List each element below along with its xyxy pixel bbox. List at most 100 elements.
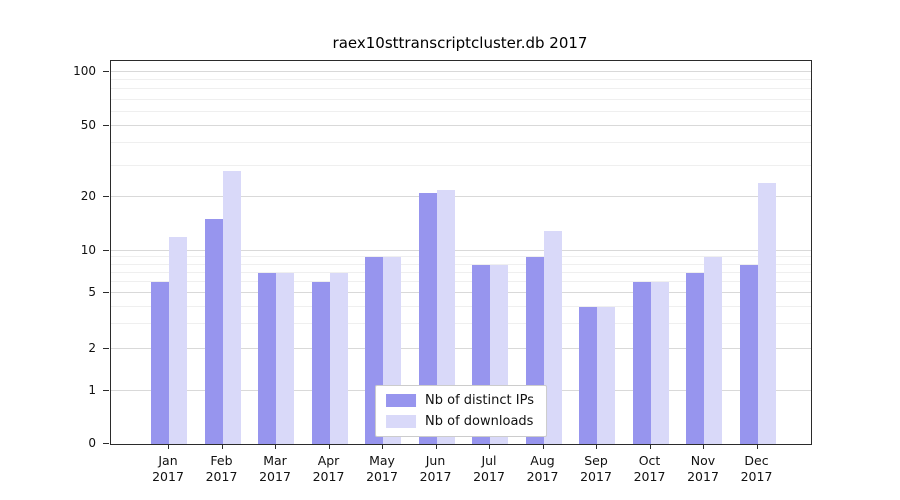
x-tick-year: 2017 <box>205 469 238 485</box>
bar-jun-downloads <box>436 189 455 444</box>
x-tick-label: Jun 2017 <box>401 453 471 486</box>
legend-label-distinct-ips: Nb of distinct IPs <box>425 393 534 408</box>
x-tick-mark <box>542 444 544 449</box>
bar-jan-downloads <box>169 236 187 444</box>
x-tick-mark <box>168 444 169 449</box>
gridline-major <box>111 292 811 294</box>
gridline-major <box>111 124 811 126</box>
y-tick-mark <box>103 292 109 294</box>
legend-label-downloads: Nb of downloads <box>425 414 534 429</box>
y-tick-label: 100 <box>73 64 96 78</box>
x-tick-year: 2017 <box>152 469 184 485</box>
x-tick-month: Sep <box>584 453 608 468</box>
bar-aug-downloads <box>543 230 562 444</box>
gridline-minor <box>111 164 811 166</box>
x-tick-mark <box>756 444 758 449</box>
gridline-minor <box>111 79 811 81</box>
gridline-major <box>111 250 811 251</box>
y-tick-mark <box>103 250 109 251</box>
x-tick-mark <box>275 444 276 449</box>
x-tick-mark <box>221 444 223 449</box>
x-tick-month: Oct <box>638 453 661 468</box>
y-tick-mark <box>103 71 109 72</box>
bar-oct-downloads <box>650 282 669 444</box>
x-tick-label: Aug 2017 <box>508 453 578 486</box>
x-tick-month: Apr <box>317 453 340 468</box>
x-tick-label: Sep 2017 <box>561 453 631 486</box>
gridline-minor <box>111 263 811 265</box>
x-tick-mark <box>489 444 490 449</box>
chart-title: raex10sttranscriptcluster.db 2017 <box>332 34 588 52</box>
gridline-minor <box>111 323 811 325</box>
x-tick-year: 2017 <box>580 469 612 485</box>
y-tick-label: 5 <box>88 285 96 300</box>
gridline-minor <box>111 98 811 100</box>
x-tick-label: Apr 2017 <box>294 453 364 486</box>
bar-mar-downloads <box>276 272 294 444</box>
x-tick-month: May <box>369 453 395 468</box>
x-tick-year: 2017 <box>526 469 559 485</box>
gridline-major <box>111 347 811 349</box>
bar-mar-distinct-ips <box>258 272 276 444</box>
x-tick-mark <box>596 444 597 449</box>
y-tick-label: 50 <box>80 117 96 132</box>
y-tick-label: 20 <box>80 189 96 204</box>
bar-dec-downloads <box>757 182 776 444</box>
x-tick-year: 2017 <box>740 469 773 485</box>
y-tick-label: 2 <box>88 340 96 355</box>
gridline-minor <box>111 271 811 273</box>
x-tick-label: Dec 2017 <box>722 453 792 486</box>
x-tick-label: May 2017 <box>347 453 417 486</box>
y-tick-mark <box>103 347 109 349</box>
x-tick-label: Nov 2017 <box>668 453 738 486</box>
x-tick-year: 2017 <box>687 469 719 485</box>
x-tick-year: 2017 <box>259 469 291 485</box>
bar-jan-distinct-ips <box>151 282 169 444</box>
x-tick-mark <box>649 444 651 449</box>
bar-dec-distinct-ips <box>739 264 758 444</box>
gridline-minor <box>111 110 811 112</box>
x-tick-mark <box>703 444 704 449</box>
x-tick-month: Feb <box>210 453 233 468</box>
x-tick-year: 2017 <box>473 469 505 485</box>
bar-nov-distinct-ips <box>686 272 704 444</box>
x-tick-label: Oct 2017 <box>615 453 685 486</box>
x-tick-label: Jan 2017 <box>133 453 203 486</box>
x-tick-mark <box>328 444 330 449</box>
x-tick-label: Mar 2017 <box>240 453 310 486</box>
y-tick-label: 0 <box>88 436 96 450</box>
plot-area: Nb of distinct IPs Nb of downloads <box>110 60 812 445</box>
bar-sep-distinct-ips <box>579 306 597 444</box>
legend-item-downloads: Nb of downloads <box>386 414 534 429</box>
y-tick-mark <box>103 443 109 444</box>
x-tick-label: Jul 2017 <box>454 453 524 486</box>
y-tick-mark <box>103 390 109 391</box>
bar-nov-downloads <box>704 257 722 444</box>
x-tick-year: 2017 <box>419 469 452 485</box>
bar-apr-distinct-ips <box>311 282 330 444</box>
bar-feb-distinct-ips <box>204 219 223 444</box>
x-tick-month: Jun <box>425 453 446 468</box>
x-tick-month: Jan <box>158 453 178 468</box>
legend-swatch-downloads <box>386 415 417 428</box>
bar-oct-distinct-ips <box>632 282 651 444</box>
x-tick-year: 2017 <box>366 469 398 485</box>
gridline-minor <box>111 305 811 307</box>
x-tick-month: Aug <box>530 453 555 468</box>
x-tick-month: Dec <box>744 453 769 468</box>
gridline-minor <box>111 281 811 283</box>
legend-item-distinct-ips: Nb of distinct IPs <box>386 393 534 408</box>
gridline-minor <box>111 256 811 258</box>
gridline-major <box>111 71 811 72</box>
bar-sep-downloads <box>597 306 615 444</box>
x-tick-month: Mar <box>263 453 287 468</box>
gridline-minor <box>111 88 811 90</box>
gridline-minor <box>111 142 811 144</box>
x-tick-year: 2017 <box>312 469 345 485</box>
y-tick-label: 10 <box>80 243 96 257</box>
legend-swatch-distinct-ips <box>386 394 417 407</box>
bar-apr-downloads <box>329 272 348 444</box>
y-tick-mark <box>103 124 109 126</box>
x-tick-month: Jul <box>481 453 497 468</box>
